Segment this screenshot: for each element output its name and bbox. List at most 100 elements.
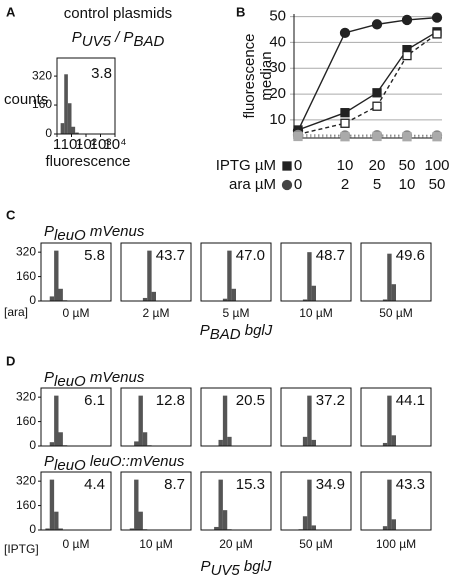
text-segment: P	[44, 453, 54, 470]
x-axis-label: fluorescence	[45, 153, 130, 170]
data-point	[340, 132, 350, 142]
data-point	[339, 27, 351, 39]
annotation: 12.8	[156, 392, 185, 409]
y-tick-label: 10	[269, 111, 286, 128]
data-point	[372, 131, 382, 142]
data-point	[402, 50, 412, 61]
histogram-bar	[60, 123, 65, 134]
histogram-bar	[311, 439, 316, 446]
text-segment: leuO	[54, 227, 86, 244]
text-segment: P	[200, 322, 210, 339]
text-segment: bglJ	[241, 322, 273, 339]
histogram-bar	[382, 299, 388, 301]
y-tick-label: 0	[29, 522, 36, 536]
plot-frame	[280, 242, 352, 302]
histogram-bar	[138, 511, 143, 530]
histogram-bar	[49, 442, 55, 446]
text-segment: UV5	[82, 33, 112, 50]
x-tick-label: 2	[341, 176, 349, 193]
text-segment: bglJ	[240, 558, 272, 575]
histogram-bar	[387, 479, 392, 530]
annotation: 5.8	[84, 247, 105, 264]
annotation: 3.8	[91, 65, 112, 82]
column-label: 5 µM	[223, 306, 250, 320]
text-segment: P	[44, 369, 54, 386]
data-point	[401, 14, 413, 26]
data-point	[340, 108, 350, 118]
histogram-bar	[391, 435, 396, 446]
histogram-bar	[138, 395, 143, 446]
legend-marker	[282, 161, 292, 171]
annotation: 4.4	[84, 476, 105, 493]
annotation: 20.5	[236, 392, 265, 409]
y-tick-label: 20	[269, 85, 286, 102]
annotation: 48.7	[316, 247, 345, 264]
x-tick-label: 5	[373, 176, 381, 193]
y-tick-label: 0	[29, 293, 36, 307]
annotation: 47.0	[236, 247, 265, 264]
column-label: 0 µM	[63, 537, 90, 551]
row-title: PleuO leuO::mVenus	[44, 453, 185, 474]
data-point	[432, 29, 442, 39]
annotation: 6.1	[84, 392, 105, 409]
y-tick-label: 160	[16, 414, 36, 428]
x-tick-label: 0	[294, 176, 302, 193]
x-tick-label: 50	[399, 157, 416, 174]
histogram-bar	[307, 479, 312, 530]
x-tick-label: 20	[369, 157, 386, 174]
column-label: 0 µM	[63, 306, 90, 320]
histogram-bar	[222, 298, 228, 301]
text-segment: P	[201, 558, 211, 575]
text-segment: P	[44, 223, 54, 240]
y-axis-label: fluorescence	[241, 33, 258, 118]
y-tick-label: 160	[16, 269, 36, 283]
data-point	[340, 118, 350, 128]
plot-frame	[40, 242, 112, 302]
row-title: PleuO mVenus	[44, 223, 145, 244]
x-tick-label: 10	[337, 157, 354, 174]
legend-marker	[281, 179, 293, 191]
x-tick-label: 100	[424, 157, 449, 174]
column-label: 10 µM	[139, 537, 173, 551]
histogram-bar	[218, 439, 223, 446]
y-tick-label: 0	[29, 438, 36, 452]
column-label: 50 µM	[299, 537, 333, 551]
text-segment: UV5	[211, 562, 241, 576]
column-label: 10 µM	[299, 306, 333, 320]
panel-label: B	[236, 4, 245, 19]
annotation: 43.7	[156, 247, 185, 264]
histogram-bar	[142, 432, 148, 446]
plot-frame	[40, 471, 112, 531]
x-axis-label: PUV5 bglJ	[201, 558, 272, 576]
panel-label: C	[6, 207, 16, 222]
x-tick-label: 10²	[75, 136, 97, 153]
histogram-bar	[151, 291, 156, 301]
panel-label: A	[6, 4, 16, 19]
data-point	[402, 132, 412, 142]
y-tick-label: 30	[269, 59, 286, 76]
histogram-bar	[58, 528, 63, 530]
x-tick-label: 10⁴	[103, 136, 126, 153]
y-tick-label: 320	[16, 244, 36, 258]
chart-subtitle: PUV5 / PBAD	[72, 29, 165, 50]
histogram-bar	[222, 395, 228, 446]
histogram-bar	[227, 436, 232, 446]
y-tick-label: 160	[16, 498, 36, 512]
text-segment: leuO	[54, 373, 86, 390]
text-segment: BAD	[210, 326, 241, 343]
x-tick-label: 10	[399, 176, 416, 193]
text-segment: leuO	[54, 457, 86, 474]
histogram-bar	[129, 528, 135, 530]
y-tick-label: 320	[16, 389, 36, 403]
y-tick-label: 40	[269, 33, 286, 50]
histogram-bar	[45, 528, 50, 530]
data-point	[371, 19, 383, 30]
column-label: 50 µM	[379, 306, 413, 320]
x-tick-label: 0	[294, 157, 302, 174]
plot-frame	[200, 471, 272, 531]
histogram-bar	[231, 288, 236, 301]
y-tick-label: 320	[16, 473, 36, 487]
histogram-bar	[58, 288, 63, 301]
column-label: 2 µM	[143, 306, 170, 320]
histogram-bar	[142, 297, 148, 301]
